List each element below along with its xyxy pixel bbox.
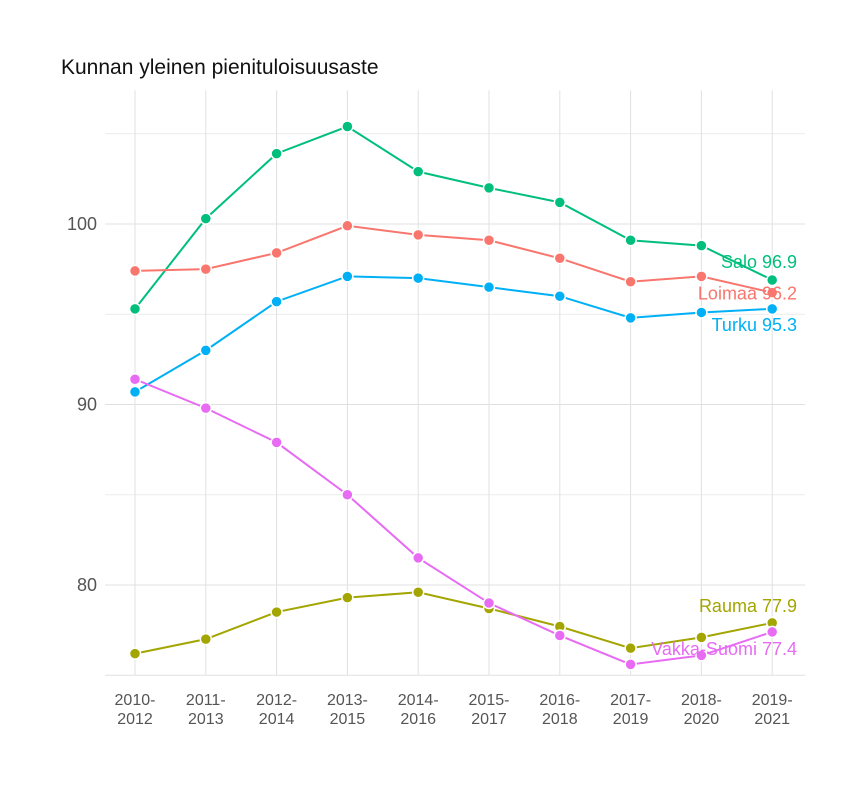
x-tick-label: 2017- <box>610 692 651 709</box>
x-tick-label: 2019 <box>613 711 649 728</box>
x-tick-label: 2012- <box>256 692 297 709</box>
data-point-salo <box>695 239 708 252</box>
data-point-loimaa <box>695 270 708 283</box>
data-point-salo <box>482 181 496 195</box>
x-tick-label: 2018- <box>681 692 722 709</box>
data-point-salo <box>765 273 779 287</box>
series-end-label: Rauma 77.9 <box>699 596 797 616</box>
series-end-label: Vakka-Suomi 77.4 <box>651 639 797 659</box>
data-point-turku <box>270 295 283 308</box>
series-line-rauma <box>134 591 773 655</box>
data-point-rauma <box>341 591 354 604</box>
data-point-vakka-suomi <box>128 372 142 386</box>
data-point-rauma <box>624 641 637 655</box>
data-point-turku <box>199 344 213 357</box>
data-point-rauma <box>411 585 425 599</box>
data-point-vakka-suomi <box>482 596 496 610</box>
data-point-loimaa <box>270 246 283 260</box>
x-tick-label: 2016- <box>539 692 580 709</box>
data-point-turku <box>411 271 425 285</box>
data-point-loimaa <box>128 264 142 278</box>
x-tick-label: 2017 <box>471 711 507 728</box>
data-point-vakka-suomi <box>624 658 637 671</box>
y-tick-label: 100 <box>67 214 97 234</box>
x-tick-label: 2010- <box>115 692 156 709</box>
data-point-loimaa <box>341 219 354 233</box>
chart-title: Kunnan yleinen pienituloisuusaste <box>61 56 379 79</box>
data-point-salo <box>411 165 425 178</box>
x-tick-label: 2020 <box>684 711 720 728</box>
y-tick-label: 90 <box>77 395 97 415</box>
data-point-loimaa <box>624 275 637 289</box>
data-point-loimaa <box>553 252 567 265</box>
data-point-salo <box>128 302 142 316</box>
x-tick-label: 2014- <box>398 692 439 709</box>
data-point-salo <box>624 233 637 247</box>
series-end-label: Loimaa 96.2 <box>698 284 797 304</box>
data-point-turku <box>128 385 142 399</box>
data-point-loimaa <box>199 262 213 276</box>
data-point-turku <box>553 289 567 303</box>
data-point-vakka-suomi <box>553 629 567 642</box>
data-point-salo <box>199 212 213 225</box>
data-point-vakka-suomi <box>270 436 283 449</box>
data-point-vakka-suomi <box>765 625 779 639</box>
data-point-salo <box>341 120 354 133</box>
x-tick-label: 2015- <box>469 692 510 709</box>
data-point-rauma <box>270 605 283 619</box>
series-line-salo <box>134 125 773 310</box>
x-tick-label: 2016 <box>400 711 436 728</box>
data-point-rauma <box>695 631 708 644</box>
data-point-vakka-suomi <box>695 649 708 662</box>
data-point-vakka-suomi <box>411 551 425 565</box>
data-point-salo <box>553 196 567 209</box>
y-tick-label: 80 <box>77 575 97 595</box>
x-tick-label: 2011- <box>186 692 226 709</box>
x-tick-label: 2018 <box>542 711 578 728</box>
series-end-label: Turku 95.3 <box>712 315 797 335</box>
x-tick-label: 2014 <box>259 711 295 728</box>
x-tick-label: 2013- <box>327 692 368 709</box>
data-point-loimaa <box>765 286 779 299</box>
series-line-loimaa <box>134 224 773 294</box>
x-tick-label: 2013 <box>188 711 224 728</box>
data-point-turku <box>482 280 496 294</box>
data-point-turku <box>341 270 354 283</box>
data-point-salo <box>270 147 283 160</box>
data-point-vakka-suomi <box>341 488 354 501</box>
x-tick-label: 2012 <box>117 711 153 728</box>
x-tick-label: 2015 <box>330 711 366 728</box>
data-point-turku <box>765 302 779 316</box>
series-line-turku <box>134 275 773 393</box>
data-point-rauma <box>128 647 142 660</box>
data-point-vakka-suomi <box>199 401 213 415</box>
data-point-rauma <box>199 632 213 646</box>
data-point-turku <box>624 311 637 325</box>
data-point-loimaa <box>411 228 425 242</box>
data-point-turku <box>695 306 708 319</box>
data-point-loimaa <box>482 233 496 247</box>
series-end-label: Salo 96.9 <box>721 252 797 272</box>
x-tick-label: 2021 <box>754 711 790 728</box>
x-tick-label: 2019- <box>752 692 793 709</box>
series-line-vakka-suomi <box>134 378 773 666</box>
